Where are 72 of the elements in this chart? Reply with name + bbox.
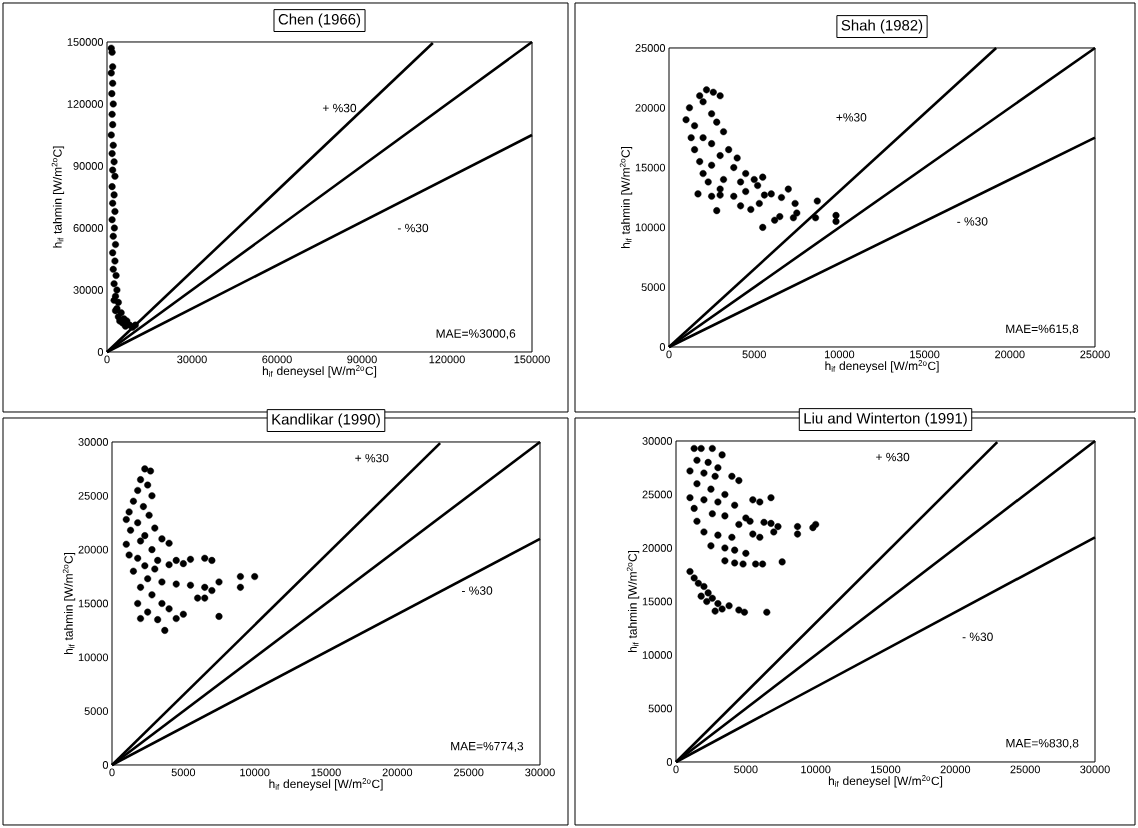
x-axis-title: h$_{if}$ deneysel [W/m$^{2o}$C] — [269, 778, 383, 791]
y-tick-label: 5000 — [648, 704, 673, 713]
x-tick-label: 10000 — [801, 765, 831, 774]
y-axis-title: h$_{if}$ tahmin [W/m$^{2o}$C] — [51, 146, 65, 248]
x-tick-label: 15000 — [910, 350, 940, 359]
annotation: MAE=%830,8 — [1006, 738, 1079, 749]
y-tick-label: 25000 — [642, 490, 673, 499]
x-tick-label: 20000 — [940, 765, 971, 774]
x-tick-label: 25000 — [453, 768, 484, 777]
x-tick-label: 60000 — [262, 355, 292, 364]
y-axis-title: h$_{if}$ tahmin [W/m$^{2o}$C] — [62, 552, 76, 655]
x-axis-title: h$_{if}$ deneysel [W/m$^{2o}$C] — [825, 360, 939, 373]
x-tick-label: 15000 — [311, 768, 341, 777]
y-tick-label: 30000 — [73, 286, 104, 294]
x-tick-label: 10000 — [240, 768, 270, 777]
y-tick-label: 20000 — [635, 103, 666, 112]
annotation: + %30 — [322, 103, 357, 113]
y-tick-label: 25000 — [635, 44, 666, 52]
y-tick-label: 5000 — [84, 707, 109, 716]
annotation: - %30 — [462, 586, 493, 595]
y-tick-label: 150000 — [67, 38, 104, 46]
y-tick-label: 10000 — [635, 223, 666, 232]
x-tick-label: 30000 — [1080, 765, 1110, 774]
annotation: + %30 — [355, 453, 389, 463]
y-tick-label: 25000 — [78, 491, 109, 500]
x-tick-label: 0 — [109, 768, 115, 777]
y-tick-label: 0 — [666, 758, 673, 766]
x-tick-label: 20000 — [995, 350, 1025, 359]
chart-title: Shah (1982) — [841, 19, 923, 34]
x-tick-label: 20000 — [382, 768, 413, 777]
y-tick-label: 60000 — [73, 224, 104, 232]
x-tick-label: 150000 — [514, 355, 550, 364]
y-tick-label: 120000 — [67, 100, 104, 108]
y-tick-label: 0 — [659, 343, 666, 351]
x-tick-label: 30000 — [525, 768, 555, 777]
y-tick-label: 90000 — [73, 162, 104, 170]
y-tick-label: 30000 — [78, 438, 109, 446]
x-axis-title: h$_{if}$ deneysel [W/m$^{2o}$C] — [828, 775, 943, 788]
y-axis-title: h$_{if}$ tahmin [W/m$^{2o}$C] — [626, 550, 640, 653]
annotation: MAE=%615,8 — [1006, 324, 1079, 335]
x-tick-label: 25000 — [1010, 765, 1040, 774]
annotation: - %30 — [962, 632, 993, 642]
annotation: - %30 — [957, 217, 988, 226]
annotation: MAE=%3000,6 — [436, 329, 516, 340]
annotation: - %30 — [397, 223, 429, 233]
y-tick-label: 5000 — [641, 283, 666, 292]
y-axis-title: h$_{if}$ tahmin [W/m$^{2o}$C] — [619, 146, 633, 249]
annotation: +%30 — [836, 113, 867, 122]
y-tick-label: 30000 — [642, 437, 673, 445]
chart-title: Kandlikar (1990) — [272, 413, 380, 428]
x-tick-label: 10000 — [825, 350, 855, 359]
x-axis-title: h$_{if}$ deneysel [W/m$^{2o}$C] — [262, 365, 377, 378]
x-tick-label: 5000 — [742, 350, 766, 359]
annotation: + %30 — [876, 452, 910, 462]
annotation: MAE=%774,3 — [451, 741, 524, 752]
y-tick-label: 10000 — [642, 651, 673, 659]
x-tick-label: 30000 — [177, 355, 207, 364]
y-tick-label: 10000 — [78, 653, 109, 662]
y-tick-label: 15000 — [78, 599, 109, 608]
chart-title: Chen (1966) — [278, 13, 361, 28]
x-tick-label: 120000 — [429, 355, 465, 364]
x-tick-label: 0 — [673, 765, 679, 774]
x-tick-label: 25000 — [1080, 350, 1110, 359]
y-tick-label: 20000 — [642, 544, 673, 552]
x-tick-label: 90000 — [347, 355, 377, 364]
y-tick-label: 15000 — [642, 597, 673, 606]
x-tick-label: 15000 — [871, 765, 901, 774]
y-tick-label: 15000 — [635, 163, 666, 172]
x-tick-label: 5000 — [734, 765, 758, 774]
x-tick-label: 5000 — [171, 768, 196, 777]
y-tick-label: 20000 — [78, 545, 109, 554]
chart-title: Liu and Winterton (1991) — [804, 412, 967, 427]
